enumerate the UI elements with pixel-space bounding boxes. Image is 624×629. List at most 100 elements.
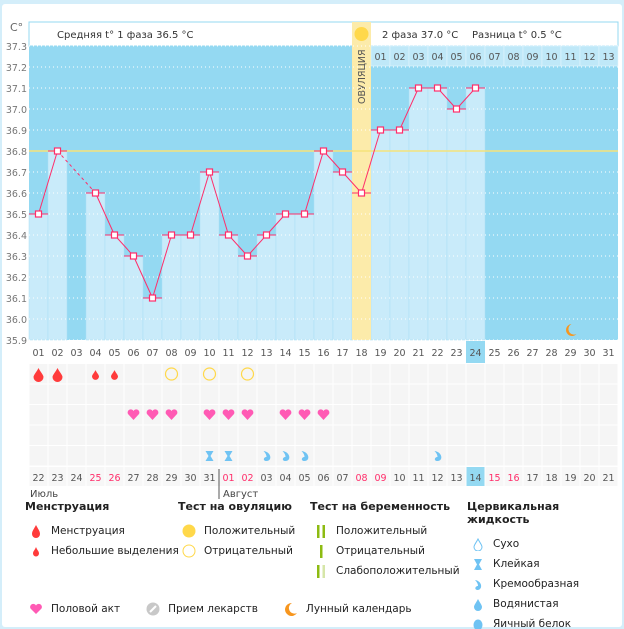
legend-title: Цервикальная жидкость — [467, 500, 560, 526]
event-cell — [86, 425, 105, 445]
post-ovulation-day: 05 — [450, 52, 462, 63]
event-cell — [162, 384, 181, 404]
event-cell — [561, 425, 580, 445]
cycle-day-label: 04 — [89, 348, 101, 359]
event-cell — [466, 364, 485, 384]
cycle-day-label: 06 — [127, 348, 139, 359]
calendar-cell — [523, 467, 542, 486]
event-cell — [200, 425, 219, 445]
faint-lines-icon — [310, 564, 332, 578]
temperature-line-segment — [152, 234, 172, 299]
event-cell — [86, 405, 105, 425]
calendar-date: 30 — [184, 473, 196, 484]
y-tick-label: 37.3 — [6, 42, 27, 53]
calendar-cell — [580, 467, 599, 486]
temperature-point — [53, 147, 62, 155]
event-cell — [542, 425, 561, 445]
event-cell — [276, 425, 295, 445]
calendar-cell — [428, 467, 447, 486]
calendar-cell — [333, 467, 352, 486]
event-cell — [542, 384, 561, 404]
temperature-point — [433, 84, 442, 92]
cycle-day-label: 27 — [526, 348, 538, 359]
temperature-bar — [47, 150, 68, 341]
ovulation-column — [352, 22, 371, 340]
calendar-date: 13 — [450, 473, 462, 484]
event-cell — [219, 425, 238, 445]
calendar-date: 21 — [602, 473, 614, 484]
legend-label: Яичный белок — [493, 618, 572, 629]
temperature-bar — [161, 234, 182, 341]
cycle-day-label: 03 — [70, 348, 82, 359]
two-lines-icon — [310, 524, 332, 538]
event-cell — [371, 446, 390, 466]
dry-drop-icon — [467, 537, 489, 551]
small-drop-icon — [25, 546, 47, 557]
calendar-cell — [314, 467, 333, 486]
ovulation-label: ОВУЛЯЦИЯ — [357, 49, 368, 104]
temperature-line-segment — [361, 129, 381, 194]
event-cell — [314, 425, 333, 445]
temperature-bar — [256, 234, 277, 341]
month-label: Июль — [30, 489, 58, 500]
calendar-date: 12 — [431, 473, 443, 484]
calendar-cell — [124, 467, 143, 486]
temperature-point — [376, 126, 385, 134]
temperature-point — [319, 147, 328, 155]
calendar-cell — [371, 467, 390, 486]
event-cell — [390, 384, 409, 404]
heart-icon — [241, 409, 254, 420]
calendar-date: 28 — [146, 473, 158, 484]
temperature-point — [186, 231, 195, 239]
event-cell — [580, 446, 599, 466]
cycle-day-label: 25 — [488, 348, 500, 359]
event-cell — [504, 405, 523, 425]
cycle-day-label: 29 — [564, 348, 576, 359]
calendar-cell — [162, 467, 181, 486]
calendar-date: 17 — [526, 473, 538, 484]
calendar-cell — [561, 467, 580, 486]
post-ovulation-day: 13 — [602, 52, 614, 63]
event-cell — [466, 405, 485, 425]
post-ovulation-cell — [598, 45, 619, 67]
temperature-point — [205, 168, 214, 176]
event-cell — [542, 446, 561, 466]
heart-icon — [317, 409, 330, 420]
calendar-date: 22 — [32, 473, 44, 484]
event-cell — [371, 405, 390, 425]
event-cell — [409, 364, 428, 384]
calendar-date: 10 — [393, 473, 405, 484]
event-cell — [314, 364, 333, 384]
filled-circle-icon — [178, 524, 200, 538]
creamy-icon — [263, 451, 271, 461]
event-cell — [48, 425, 67, 445]
event-cell — [390, 446, 409, 466]
calendar-cell — [143, 467, 162, 486]
temperature-bar — [218, 234, 239, 341]
temperature-line-segment — [38, 150, 58, 215]
temperature-difference: Разница t° 0.5 °C — [472, 30, 562, 41]
event-cell — [447, 446, 466, 466]
event-cell — [371, 425, 390, 445]
calendar-date: 03 — [260, 473, 272, 484]
moon-icon — [280, 602, 302, 616]
event-cell — [599, 446, 618, 466]
temperature-point — [148, 294, 157, 302]
temperature-point — [338, 168, 347, 176]
event-cell — [238, 425, 257, 445]
legend-label: Менструация — [51, 525, 125, 537]
event-cell — [447, 405, 466, 425]
temperature-line-segment — [95, 192, 115, 236]
temperature-point — [262, 231, 271, 239]
event-cell — [105, 446, 124, 466]
heart-icon — [203, 409, 216, 420]
temperature-line-segment — [190, 171, 210, 236]
header-band — [28, 21, 619, 47]
cycle-day-label: 09 — [184, 348, 196, 359]
creamy-icon — [282, 451, 290, 461]
empty-circle-icon — [178, 544, 200, 558]
event-cell — [523, 446, 542, 466]
event-cell — [29, 384, 48, 404]
heart-icon — [298, 409, 311, 420]
event-cell — [124, 446, 143, 466]
